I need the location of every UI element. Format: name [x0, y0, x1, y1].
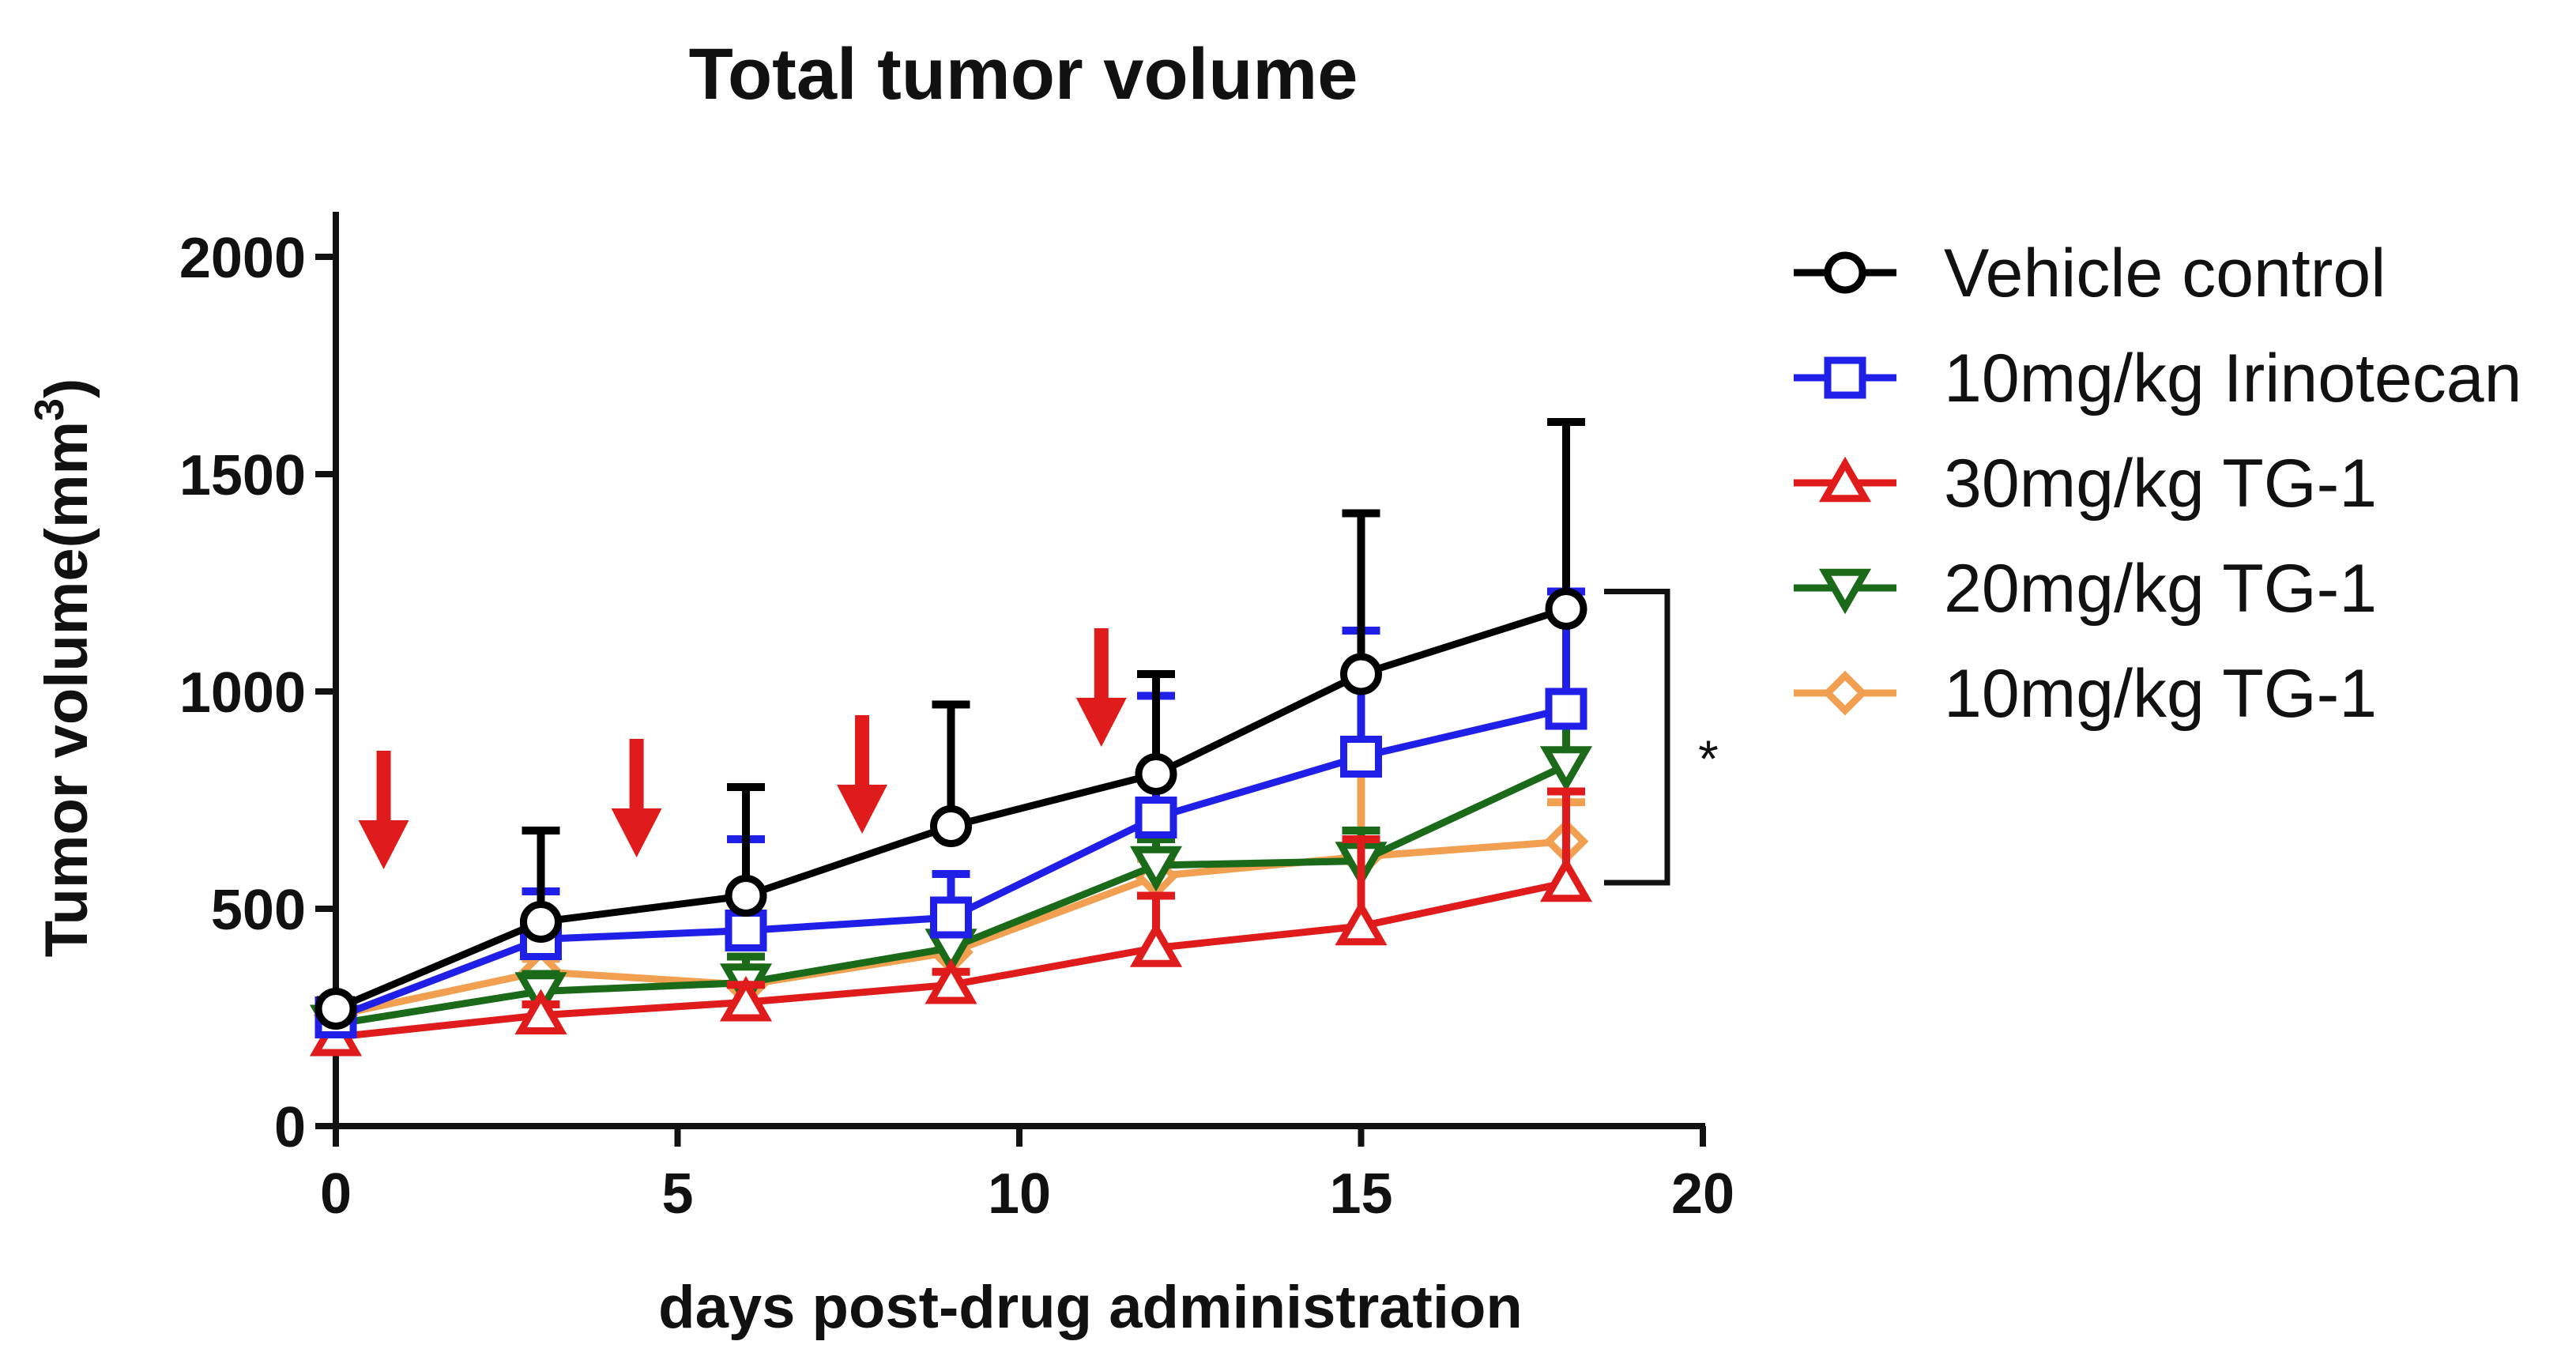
dosing-arrow-head [611, 808, 662, 857]
triangle-up-marker [1818, 456, 1872, 503]
y-axis-title-superscript: 3 [27, 398, 73, 421]
dosing-arrow-shaft [376, 751, 391, 826]
legend-label: 20mg/kg TG-1 [1944, 551, 2377, 627]
legend-label: 10mg/kg TG-1 [1944, 656, 2377, 732]
legend-label: 10mg/kg Irinotecan [1944, 341, 2521, 416]
legend-label: 30mg/kg TG-1 [1944, 446, 2377, 522]
data-point [1340, 736, 1382, 778]
dosing-arrow [837, 715, 888, 834]
x-axis-title: days post-drug administration [658, 1274, 1523, 1341]
data-point [1129, 846, 1183, 892]
data-point [930, 896, 972, 939]
y-ticks: 0 500 1000 1500 2000 [179, 227, 336, 1159]
data-point [930, 805, 972, 847]
data-point [1335, 899, 1388, 946]
x-ticks: 0 5 10 15 20 [320, 1126, 1734, 1226]
legend-label: Vehicle control [1944, 235, 2386, 311]
x-tick-label: 0 [320, 1162, 352, 1226]
chart-title: Total tumor volume [689, 34, 1358, 115]
data-point [1340, 653, 1382, 695]
dosing-arrow-head [837, 785, 888, 834]
dosing-arrows [358, 628, 1127, 869]
legend: Vehicle control 10mg/kg Irinotecan 30mg/kg… [1794, 235, 2521, 732]
diamond-marker [1822, 670, 1868, 716]
dosing-arrow-head [358, 820, 409, 869]
y-tick-label: 500 [211, 879, 306, 942]
data-point [520, 901, 562, 943]
data-point [314, 988, 357, 1030]
y-axis-title-main: Tumor volume(mm [33, 421, 100, 957]
legend-item: 10mg/kg TG-1 [1794, 656, 2377, 732]
data-point [1135, 753, 1177, 795]
y-tick-label: 1500 [179, 444, 306, 507]
legend-item: 20mg/kg TG-1 [1794, 551, 2377, 627]
x-tick-label: 10 [988, 1162, 1051, 1226]
circle-marker [1824, 251, 1866, 294]
dosing-arrow-shaft [629, 739, 644, 814]
square-marker [1824, 356, 1866, 399]
x-tick-label: 20 [1671, 1162, 1734, 1226]
data-point [1129, 921, 1183, 967]
y-tick-label: 2000 [179, 227, 306, 290]
data-point [725, 875, 767, 917]
data-point [1545, 688, 1587, 730]
dosing-arrow-shaft [1094, 628, 1109, 703]
data-point [1539, 746, 1593, 792]
data-point [1545, 588, 1587, 630]
data-point [1135, 797, 1177, 838]
x-tick-label: 5 [661, 1162, 693, 1226]
dosing-arrow-shaft [855, 715, 870, 790]
y-tick-label: 1000 [179, 661, 306, 725]
significance-bracket: * [1604, 589, 1719, 886]
legend-item: 10mg/kg Irinotecan [1794, 341, 2521, 416]
dosing-arrow [358, 751, 409, 869]
legend-item: 30mg/kg TG-1 [1794, 446, 2377, 522]
dosing-arrow [611, 739, 662, 857]
data-point [1539, 856, 1593, 902]
series-0 [314, 418, 1587, 1030]
dosing-arrow-head [1075, 698, 1127, 747]
data-point [514, 989, 567, 1035]
legend-item: Vehicle control [1794, 235, 2386, 311]
bracket-line [1604, 589, 1670, 886]
dosing-arrow [1075, 628, 1127, 747]
triangle-down-marker [1818, 568, 1872, 615]
data-point [719, 976, 773, 1022]
data-point [725, 910, 767, 951]
y-axis-title-suffix: ) [33, 379, 100, 398]
y-axis-title: Tumor volume(mm3) [27, 379, 100, 958]
x-tick-label: 15 [1329, 1162, 1392, 1226]
data-point [925, 959, 977, 1004]
y-tick-label: 0 [274, 1096, 306, 1159]
series-layer [309, 418, 1593, 1057]
significance-label: * [1698, 729, 1719, 788]
